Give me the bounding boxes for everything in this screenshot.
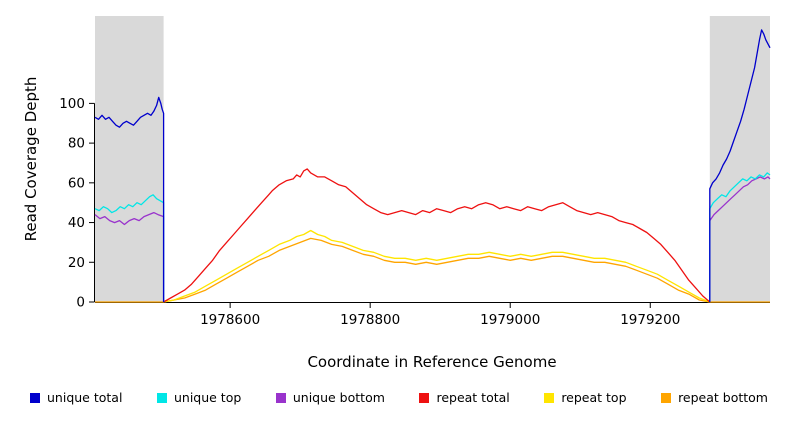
legend-swatch-repeat-total xyxy=(419,392,430,403)
y-tick-label: 40 xyxy=(68,215,85,231)
series-line-unique-bottom xyxy=(709,176,771,302)
y-axis-title: Read Coverage Depth xyxy=(22,77,40,242)
legend-swatch-unique-bottom xyxy=(275,392,286,403)
legend-swatch-unique-total xyxy=(30,392,40,403)
x-tick-label: 1978600 xyxy=(200,312,260,328)
legend-item-repeat-total: repeat total xyxy=(419,390,510,405)
y-tick-label: 60 xyxy=(68,175,85,191)
x-axis-title: Coordinate in Reference Genome xyxy=(307,353,556,371)
legend-item-unique-bottom: unique bottom xyxy=(275,390,385,405)
series-line-repeat-top xyxy=(163,229,711,303)
legend-label-unique-total: unique total xyxy=(47,390,123,405)
y-tick-label: 0 xyxy=(76,295,85,311)
legend-swatch-repeat-top xyxy=(544,392,555,403)
x-tick-label: 1979000 xyxy=(480,312,540,328)
x-tick-label: 1978800 xyxy=(340,312,400,328)
series-line-unique-bottom xyxy=(94,211,165,302)
legend-item-unique-total: unique total xyxy=(30,390,122,405)
legend-swatch-repeat-bottom xyxy=(661,392,672,403)
legend-swatch-unique-top xyxy=(156,392,167,403)
series-line-repeat-total xyxy=(163,168,711,303)
legend-label-repeat-bottom: repeat bottom xyxy=(678,390,768,405)
series-line-unique-total xyxy=(94,96,165,302)
legend-label-repeat-total: repeat total xyxy=(436,390,510,405)
legend-label-unique-bottom: unique bottom xyxy=(292,390,385,405)
legend-label-unique-top: unique top xyxy=(173,390,242,405)
series-line-unique-top xyxy=(94,194,165,302)
shaded-region xyxy=(709,16,770,302)
y-tick-label: 100 xyxy=(59,96,85,112)
x-tick-label: 1979200 xyxy=(620,312,680,328)
legend-item-repeat-bottom: repeat bottom xyxy=(661,390,768,405)
legend-item-unique-top: unique top xyxy=(156,390,242,405)
legend-label-repeat-top: repeat top xyxy=(561,390,627,405)
series-line-repeat-bottom xyxy=(95,237,770,303)
legend-item-repeat-top: repeat top xyxy=(544,390,627,405)
plot-layer: 1978600 1978800 1979000 1979200 0 20 40 60 80 100 xyxy=(59,16,771,328)
series-line-unique-top xyxy=(709,172,771,302)
shaded-region xyxy=(95,16,164,302)
y-tick-label: 80 xyxy=(68,136,85,152)
y-tick-label: 20 xyxy=(68,255,85,271)
coverage-plot: 1978600 1978800 1979000 1979200 0 20 40 60 80 100… xyxy=(22,16,771,371)
legend: unique total unique top unique bottom repea… xyxy=(0,382,792,405)
series-line-unique-total xyxy=(709,29,771,302)
